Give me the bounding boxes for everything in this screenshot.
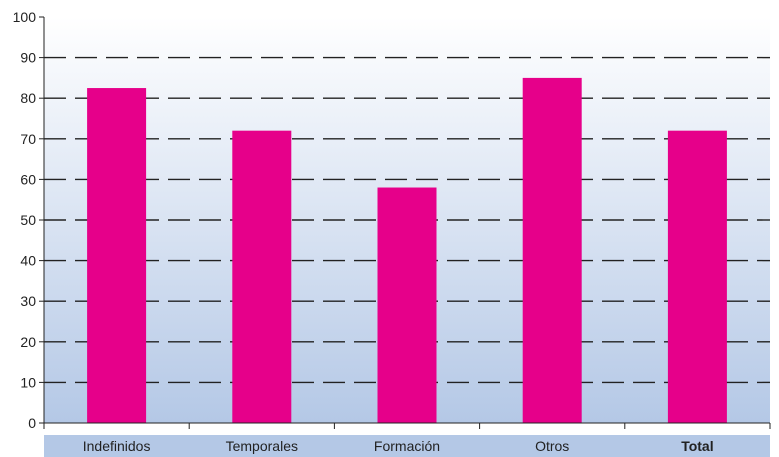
category-label: Temporales bbox=[226, 438, 298, 454]
axes bbox=[39, 16, 771, 429]
y-tick-label: 0 bbox=[28, 415, 36, 431]
category-band bbox=[44, 435, 770, 457]
category-label: Formación bbox=[374, 438, 440, 454]
y-tick-label: 30 bbox=[20, 293, 36, 309]
y-tick-label: 20 bbox=[20, 334, 36, 350]
category-label: Indefinidos bbox=[83, 438, 151, 454]
y-tick-label: 40 bbox=[20, 253, 36, 269]
y-tick-label: 50 bbox=[20, 212, 36, 228]
category-label: Total bbox=[681, 438, 713, 454]
y-tick-label: 100 bbox=[13, 9, 37, 25]
y-tick-labels: 0 10 20 30 40 50 60 70 80 90 100 bbox=[13, 9, 37, 431]
bars bbox=[87, 77, 727, 424]
bar-indefinidos bbox=[87, 88, 147, 424]
bar-total bbox=[667, 130, 727, 423]
x-tick-labels: Indefinidos Temporales Formación Otros Total bbox=[83, 438, 714, 454]
y-tick-label: 70 bbox=[20, 131, 36, 147]
y-tick-label: 60 bbox=[20, 171, 36, 187]
category-label: Otros bbox=[535, 438, 569, 454]
y-tick-label: 10 bbox=[20, 374, 36, 390]
bar-otros bbox=[522, 77, 582, 424]
bar-temporales bbox=[232, 130, 292, 423]
bar-formación bbox=[377, 187, 437, 423]
y-tick-label: 80 bbox=[20, 90, 36, 106]
y-tick-label: 90 bbox=[20, 50, 36, 66]
